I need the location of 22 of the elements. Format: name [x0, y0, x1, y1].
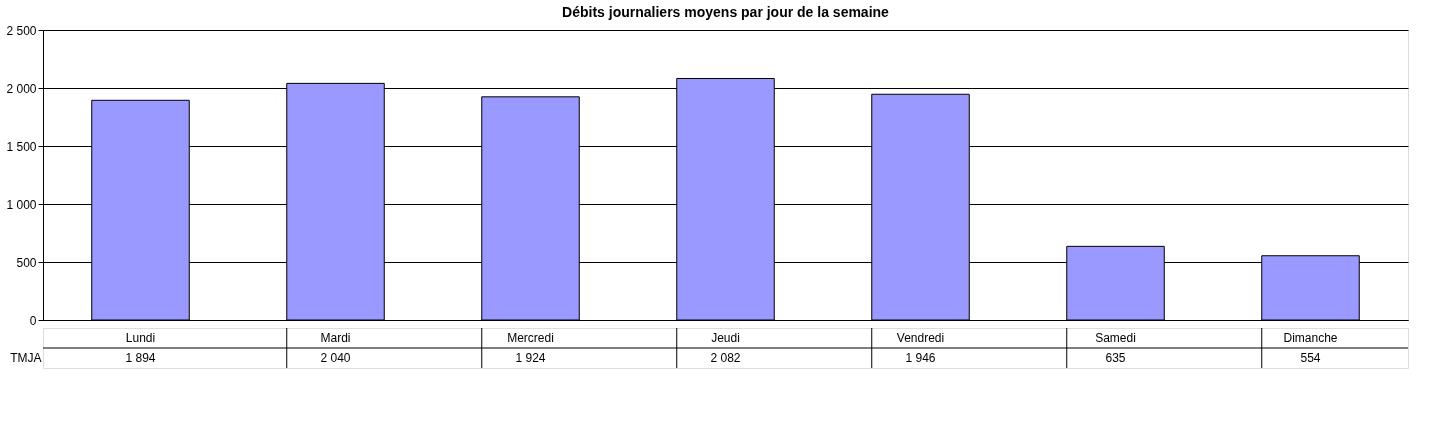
data-label: 1 894 [125, 351, 156, 365]
x-tick-label: Jeudi [711, 331, 740, 345]
data-label: 635 [1105, 351, 1126, 365]
x-tick-label: Dimanche [1283, 331, 1338, 345]
y-tick-label: 500 [16, 255, 37, 270]
y-tick-label: 1 500 [6, 139, 37, 154]
y-tick-label: 1 000 [6, 197, 37, 212]
y-tick-label: 2 500 [6, 23, 37, 38]
data-label: 1 946 [905, 351, 936, 365]
data-label: 1 924 [515, 351, 546, 365]
x-tick-label: Mercredi [507, 331, 554, 345]
x-tick-label: Samedi [1095, 331, 1136, 345]
data-label: 2 082 [710, 351, 741, 365]
data-label: 554 [1300, 351, 1321, 365]
chart-title: Débits journaliers moyens par jour de la semaine [562, 4, 890, 20]
y-tick-label: 2 000 [6, 81, 37, 96]
x-tick-label: Lundi [125, 331, 156, 345]
text: TMJA [10, 351, 42, 365]
x-tick-label: Vendredi [896, 331, 945, 345]
data-label: 2 040 [320, 351, 351, 365]
y-tick-label: 0 [29, 313, 37, 328]
x-tick-label: Mardi [320, 331, 351, 345]
